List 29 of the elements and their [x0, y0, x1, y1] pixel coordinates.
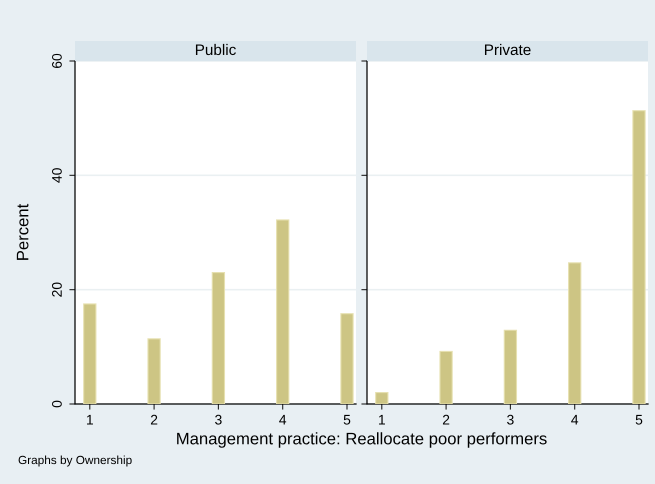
bar	[340, 313, 354, 404]
bar	[439, 350, 453, 404]
x-tick-label: 2	[442, 414, 450, 424]
bar	[147, 338, 161, 404]
bar	[375, 392, 388, 404]
x-axis-title: Management practice: Reallocate poor performers	[177, 432, 547, 448]
y-tick-label: 20	[52, 282, 62, 297]
x-tick-label: 4	[279, 414, 286, 424]
y-tick-label: 0	[52, 400, 62, 408]
x-tick-label: 4	[571, 414, 578, 424]
bar	[568, 262, 582, 404]
y-axis-title: Percent	[16, 204, 28, 260]
chart-title: Public	[196, 44, 236, 56]
y-tick-label: 40	[52, 168, 62, 183]
chart-title: Private	[484, 44, 531, 56]
x-tick-label: 3	[215, 414, 222, 425]
x-tick-label: 2	[150, 414, 158, 424]
x-tick-label: 5	[344, 414, 350, 425]
x-tick-label: 1	[86, 414, 93, 424]
x-tick-label: 5	[636, 414, 642, 425]
x-tick-label: 3	[507, 414, 514, 425]
text: Graphs by Ownership	[18, 455, 132, 467]
bar	[632, 110, 646, 404]
bar	[212, 272, 226, 404]
bar	[276, 219, 290, 404]
x-tick-label: 1	[378, 414, 385, 424]
bar	[504, 330, 518, 404]
y-tick-label: 60	[52, 54, 62, 68]
bar	[83, 303, 96, 404]
